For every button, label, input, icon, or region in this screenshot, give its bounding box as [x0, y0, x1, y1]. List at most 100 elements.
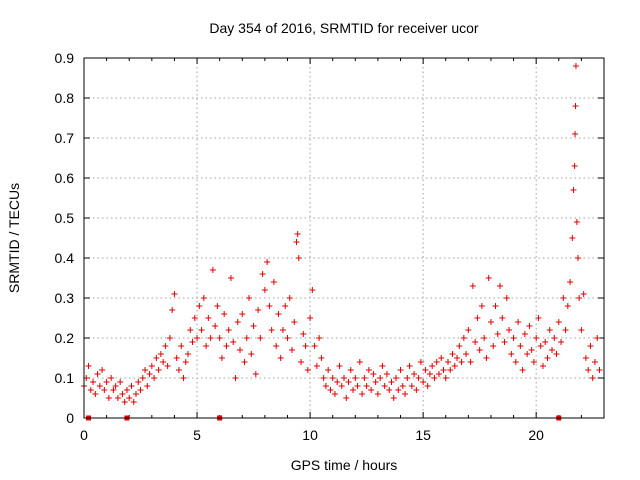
data-point	[230, 339, 237, 345]
data-point	[487, 319, 494, 325]
data-point	[467, 359, 474, 365]
data-point	[460, 335, 467, 341]
data-point	[307, 315, 314, 321]
data-point	[533, 335, 540, 341]
data-point	[146, 371, 153, 377]
data-point	[370, 371, 377, 377]
data-point	[232, 375, 239, 381]
data-point	[354, 383, 361, 389]
data-point	[250, 323, 257, 329]
data-point	[497, 283, 503, 289]
data-point	[499, 315, 506, 321]
data-point	[261, 287, 268, 293]
data-point	[180, 375, 187, 381]
data-point	[302, 343, 309, 349]
data-point	[535, 315, 542, 321]
data-point	[426, 371, 433, 377]
y-tick-label: 0.4	[55, 250, 75, 266]
data-point	[415, 375, 422, 381]
data-point	[182, 359, 189, 365]
data-point	[413, 387, 420, 393]
data-point	[476, 347, 483, 353]
data-point	[521, 331, 528, 337]
data-point	[289, 347, 295, 353]
data-point	[196, 303, 203, 309]
x-tick-label: 10	[302, 427, 318, 443]
data-point	[216, 335, 223, 341]
data-point	[572, 131, 579, 137]
data-point	[191, 315, 198, 321]
data-point	[246, 295, 253, 301]
data-point	[472, 339, 479, 345]
y-tick-label: 0.6	[55, 170, 75, 186]
data-point	[558, 339, 565, 345]
data-point	[218, 355, 225, 361]
data-point	[537, 343, 544, 349]
data-point	[383, 371, 390, 377]
data-point	[485, 275, 492, 281]
data-point	[429, 363, 436, 369]
data-point	[151, 375, 158, 381]
data-point	[139, 375, 146, 381]
data-point	[572, 63, 579, 69]
data-point	[381, 383, 388, 389]
data-point	[178, 343, 185, 349]
data-point	[438, 355, 445, 361]
data-point	[542, 339, 549, 345]
data-point	[440, 367, 447, 373]
data-point	[266, 303, 273, 309]
data-point	[501, 339, 508, 345]
data-point	[133, 391, 139, 397]
data-point	[397, 367, 404, 373]
data-point	[198, 327, 205, 333]
data-point	[316, 335, 323, 341]
data-point	[300, 331, 307, 337]
data-point	[304, 367, 311, 373]
data-point	[279, 327, 286, 333]
data-point	[463, 351, 470, 357]
data-point	[546, 327, 553, 333]
data-point	[318, 355, 325, 361]
x-tick-label: 15	[415, 427, 431, 443]
data-point	[119, 391, 126, 397]
data-point	[447, 367, 454, 373]
data-point	[194, 335, 201, 341]
data-point	[205, 315, 212, 321]
data-point	[492, 303, 499, 309]
data-point	[96, 383, 103, 389]
data-point	[572, 103, 579, 109]
data-point	[458, 359, 465, 365]
data-point	[185, 351, 191, 357]
data-point	[517, 343, 524, 349]
data-point	[298, 359, 305, 365]
data-point	[331, 391, 338, 397]
data-point	[234, 319, 241, 325]
data-point	[478, 303, 485, 309]
data-point	[573, 219, 580, 225]
data-point	[252, 371, 259, 377]
data-point	[117, 379, 124, 385]
data-point	[404, 375, 411, 381]
y-tick-label: 0.3	[55, 290, 75, 306]
data-point	[433, 359, 440, 365]
data-point	[162, 343, 169, 349]
data-point	[417, 359, 424, 365]
data-point	[121, 399, 128, 405]
data-point	[311, 343, 318, 349]
data-point	[555, 319, 562, 325]
data-point	[325, 367, 332, 373]
data-point	[99, 367, 106, 373]
data-point	[435, 371, 442, 377]
data-point	[350, 387, 357, 393]
data-point	[575, 255, 581, 261]
data-point	[135, 379, 142, 385]
data-point	[282, 303, 289, 309]
y-tick-label: 0	[66, 410, 74, 426]
data-point	[596, 367, 603, 373]
data-point	[386, 387, 393, 393]
data-point	[569, 235, 576, 241]
data-point	[207, 335, 214, 341]
data-point	[368, 387, 375, 393]
data-point	[94, 371, 101, 377]
